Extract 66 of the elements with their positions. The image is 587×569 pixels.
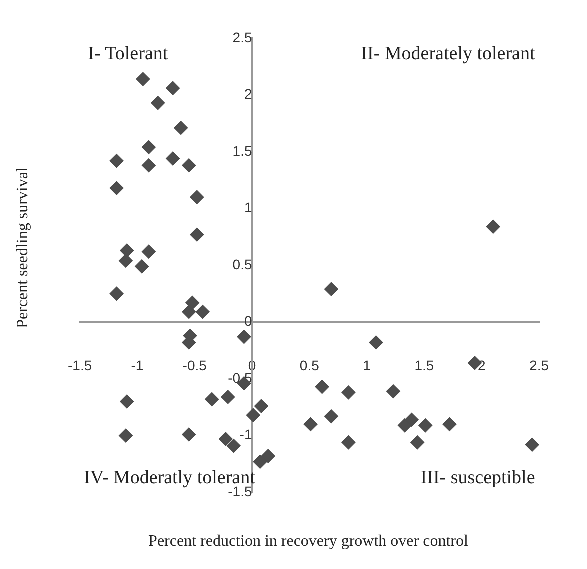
- y-tick-label: 2: [244, 86, 252, 102]
- point: [110, 286, 124, 301]
- point: [136, 72, 150, 86]
- point: [205, 392, 220, 406]
- point: [525, 438, 540, 452]
- point: [342, 436, 356, 450]
- point: [120, 244, 134, 258]
- point: [226, 439, 241, 454]
- point: [135, 260, 150, 274]
- x-tick-label: -1: [131, 358, 144, 374]
- point: [110, 154, 124, 168]
- x-tick-label: 1: [363, 358, 372, 374]
- x-tick-label: -0.5: [182, 358, 208, 374]
- point: [315, 380, 330, 394]
- y-axis-title: Percent seedling survival: [14, 168, 32, 328]
- point: [110, 181, 124, 196]
- point: [261, 449, 276, 464]
- point: [182, 305, 196, 320]
- point: [196, 305, 210, 320]
- point: [369, 336, 384, 350]
- annotation: II- Moderately tolerant: [361, 43, 536, 64]
- x-tick-label: 0.5: [300, 358, 320, 374]
- y-tick-label: 0.5: [232, 256, 252, 272]
- point: [404, 412, 419, 427]
- x-tick-label: 2.5: [530, 358, 550, 374]
- y-tick-label: 1.5: [232, 142, 252, 159]
- point: [418, 418, 433, 433]
- point: [166, 152, 180, 166]
- point: [410, 436, 425, 450]
- point: [324, 410, 338, 424]
- point: [342, 386, 356, 400]
- y-tick-label: -1.5: [228, 483, 252, 500]
- point: [142, 140, 156, 154]
- point: [253, 454, 268, 469]
- point: [442, 417, 457, 432]
- point: [386, 384, 400, 399]
- point: [304, 417, 318, 432]
- point: [190, 190, 204, 204]
- y-tick-label: 2.5: [232, 29, 252, 46]
- point: [237, 330, 252, 344]
- point: [324, 282, 338, 296]
- x-tick-label: -1.5: [68, 358, 92, 374]
- point: [246, 408, 260, 422]
- y-tick-label: 0: [244, 313, 252, 330]
- y-tick-label: -1: [240, 426, 252, 443]
- point: [120, 394, 134, 409]
- point: [118, 428, 133, 443]
- x-tick-label: 1.5: [414, 358, 434, 374]
- point: [142, 158, 156, 173]
- point: [486, 220, 500, 234]
- x-axis-title: Percent reduction in recovery growth over control: [148, 533, 470, 551]
- point: [142, 244, 156, 259]
- point: [186, 296, 200, 310]
- point: [174, 121, 188, 136]
- annotation: III- susceptible: [420, 468, 536, 489]
- point: [166, 81, 180, 96]
- point: [190, 228, 204, 242]
- point: [151, 96, 166, 110]
- annotation: I- Tolerant: [88, 43, 169, 64]
- point: [118, 254, 133, 268]
- point: [218, 432, 233, 446]
- point: [182, 428, 196, 442]
- point: [254, 399, 268, 414]
- point: [221, 390, 236, 404]
- y-tick-label: 1: [244, 200, 252, 216]
- point: [182, 158, 196, 173]
